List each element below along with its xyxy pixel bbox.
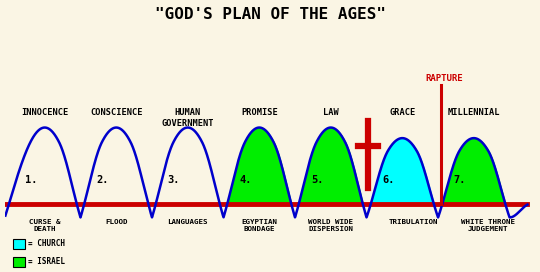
Bar: [12, 239, 25, 249]
Text: INNOCENCE: INNOCENCE: [21, 108, 69, 117]
Bar: [12, 256, 25, 267]
Text: 6.: 6.: [382, 175, 395, 186]
Text: 5.: 5.: [310, 175, 323, 186]
Text: 3.: 3.: [168, 175, 180, 186]
Text: 7.: 7.: [454, 175, 466, 186]
Text: RAPTURE: RAPTURE: [425, 74, 463, 83]
Text: = CHURCH: = CHURCH: [28, 239, 65, 248]
Text: 1.: 1.: [25, 175, 37, 186]
Text: HUMAN
GOVERNMENT: HUMAN GOVERNMENT: [161, 108, 214, 128]
Text: EGYPTIAN
BONDAGE: EGYPTIAN BONDAGE: [241, 218, 277, 231]
Text: FLOOD: FLOOD: [105, 218, 127, 224]
Text: PROMISE: PROMISE: [241, 108, 278, 117]
Text: = ISRAEL: = ISRAEL: [28, 257, 65, 266]
Text: GRACE: GRACE: [389, 108, 415, 117]
Text: MILLENNIAL: MILLENNIAL: [448, 108, 500, 117]
Text: WHITE THRONE
JUDGEMENT: WHITE THRONE JUDGEMENT: [461, 218, 515, 231]
Text: "GOD'S PLAN OF THE AGES": "GOD'S PLAN OF THE AGES": [154, 7, 386, 22]
Text: 2.: 2.: [96, 175, 109, 186]
Text: LAW: LAW: [323, 108, 339, 117]
Text: WORLD WIDE
DISPERSION: WORLD WIDE DISPERSION: [308, 218, 353, 231]
Text: 4.: 4.: [239, 175, 252, 186]
Text: LANGUAGES: LANGUAGES: [167, 218, 208, 224]
Text: CURSE &
DEATH: CURSE & DEATH: [29, 218, 60, 231]
Text: TRIBULATION: TRIBULATION: [388, 218, 438, 224]
Text: CONSCIENCE: CONSCIENCE: [90, 108, 143, 117]
